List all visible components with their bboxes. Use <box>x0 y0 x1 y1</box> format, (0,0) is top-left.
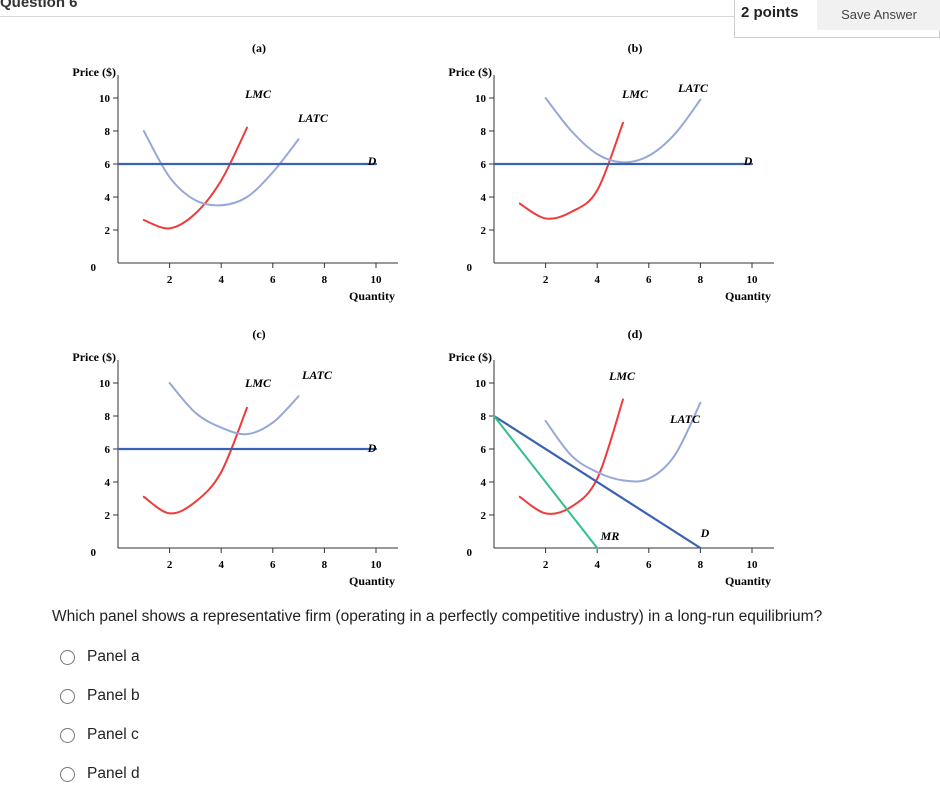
y-axis-label-b: Price ($) <box>448 65 492 79</box>
option-panel-c[interactable]: Panel c <box>60 724 139 746</box>
mr-label-d: MR <box>600 529 620 543</box>
latc-curve-a <box>142 130 300 207</box>
x-tick-label-a: 8 <box>322 274 328 286</box>
y-tick-label-c: 4 <box>105 477 111 489</box>
points-panel: 2 points Save Answer <box>734 0 940 38</box>
x-axis-label-b: Quantity <box>725 289 771 303</box>
latc-curve-c <box>168 382 300 436</box>
y-tick-label-d: 8 <box>481 411 487 423</box>
option-panel-d[interactable]: Panel d <box>60 763 140 785</box>
option-label-c: Panel c <box>87 726 139 743</box>
x-axis-label-c: Quantity <box>349 574 395 588</box>
demand-label-b: D <box>743 154 753 168</box>
x-tick-label-d: 10 <box>747 559 759 571</box>
x-tick-label-b: 2 <box>543 274 549 286</box>
x-tick-label-a: 6 <box>270 274 276 286</box>
panel-label-c: (c) <box>252 327 265 341</box>
y-tick-label-a: 0 <box>91 262 97 274</box>
x-axis-label-a: Quantity <box>349 289 395 303</box>
panel-label-d: (d) <box>628 327 643 341</box>
y-tick-label-a: 6 <box>105 159 111 171</box>
y-tick-label-a: 4 <box>105 192 111 204</box>
radio-panel-d[interactable] <box>60 766 75 782</box>
x-tick-label-c: 10 <box>371 559 383 571</box>
question-text: Which panel shows a representative firm … <box>52 608 823 625</box>
lmc-curve-b <box>518 121 624 220</box>
option-label-d: Panel d <box>87 765 140 782</box>
x-tick-label-a: 4 <box>218 274 224 286</box>
radio-panel-a[interactable] <box>60 649 75 665</box>
lmc-label-a: LMC <box>244 87 272 101</box>
y-axis-label-a: Price ($) <box>72 65 116 79</box>
x-tick-label-c: 2 <box>167 559 173 571</box>
lmc-label-d: LMC <box>608 369 636 383</box>
y-tick-label-b: 10 <box>475 93 487 105</box>
y-tick-label-b: 0 <box>467 262 473 274</box>
latc-curve-d <box>544 401 702 483</box>
option-panel-b[interactable]: Panel b <box>60 685 140 707</box>
demand-label-a: D <box>367 154 377 168</box>
y-tick-label-c: 6 <box>105 444 111 456</box>
y-tick-label-b: 2 <box>481 225 487 237</box>
lmc-label-c: LMC <box>244 376 272 390</box>
y-tick-label-b: 6 <box>481 159 487 171</box>
y-tick-label-a: 10 <box>99 93 111 105</box>
panel-label-a: (a) <box>252 41 266 55</box>
latc-label-d: LATC <box>669 412 701 426</box>
y-tick-label-d: 2 <box>481 510 487 522</box>
panel-label-b: (b) <box>628 41 643 55</box>
y-tick-label-b: 4 <box>481 192 487 204</box>
x-tick-label-a: 10 <box>371 274 383 286</box>
y-tick-label-d: 0 <box>467 547 473 559</box>
x-tick-label-d: 6 <box>646 559 652 571</box>
y-tick-label-d: 10 <box>475 378 487 390</box>
demand-label-c: D <box>367 441 377 455</box>
points-label: 2 points <box>741 4 799 21</box>
x-tick-label-c: 4 <box>218 559 224 571</box>
y-tick-label-c: 10 <box>99 378 111 390</box>
x-tick-label-d: 2 <box>543 559 549 571</box>
x-tick-label-b: 10 <box>747 274 759 286</box>
x-axis-label-d: Quantity <box>725 574 771 588</box>
y-axis-label-d: Price ($) <box>448 350 492 364</box>
x-tick-label-b: 6 <box>646 274 652 286</box>
option-label-b: Panel b <box>87 687 140 704</box>
y-tick-label-d: 6 <box>481 444 487 456</box>
header-divider <box>0 16 940 17</box>
x-tick-label-c: 6 <box>270 559 276 571</box>
y-tick-label-c: 8 <box>105 411 111 423</box>
option-panel-a[interactable]: Panel a <box>60 646 140 668</box>
latc-label-b: LATC <box>677 81 709 95</box>
lmc-curve-d <box>518 398 624 515</box>
radio-panel-c[interactable] <box>60 727 75 743</box>
x-tick-label-c: 8 <box>322 559 328 571</box>
lmc-curve-a <box>142 126 248 230</box>
economics-figure: (a) Price ($) 10 8 6 4 2 0 2 4 6 8 10 Quantity LMC LATC… <box>72 41 774 588</box>
lmc-curve-c <box>142 406 248 515</box>
y-tick-label-b: 8 <box>481 126 487 138</box>
x-tick-label-b: 4 <box>594 274 600 286</box>
latc-curve-b <box>544 97 702 164</box>
demand-label-d: D <box>700 526 710 540</box>
x-tick-label-d: 4 <box>594 559 600 571</box>
mr-curve-d <box>493 415 599 549</box>
x-tick-label-a: 2 <box>167 274 173 286</box>
option-label-a: Panel a <box>87 648 140 665</box>
x-tick-label-d: 8 <box>698 559 704 571</box>
y-axis-label-c: Price ($) <box>72 350 116 364</box>
x-tick-label-b: 8 <box>698 274 704 286</box>
save-answer-button[interactable]: Save Answer <box>817 0 940 30</box>
radio-panel-b[interactable] <box>60 688 75 704</box>
y-tick-label-c: 2 <box>105 510 111 522</box>
y-tick-label-d: 4 <box>481 477 487 489</box>
y-tick-label-a: 8 <box>105 126 111 138</box>
y-tick-label-c: 0 <box>91 547 97 559</box>
question-title: Question 6 <box>0 0 78 11</box>
demand-curve-d <box>492 414 702 550</box>
y-tick-label-a: 2 <box>105 225 111 237</box>
latc-label-a: LATC <box>297 111 329 125</box>
latc-label-c: LATC <box>301 368 333 382</box>
lmc-label-b: LMC <box>621 87 649 101</box>
